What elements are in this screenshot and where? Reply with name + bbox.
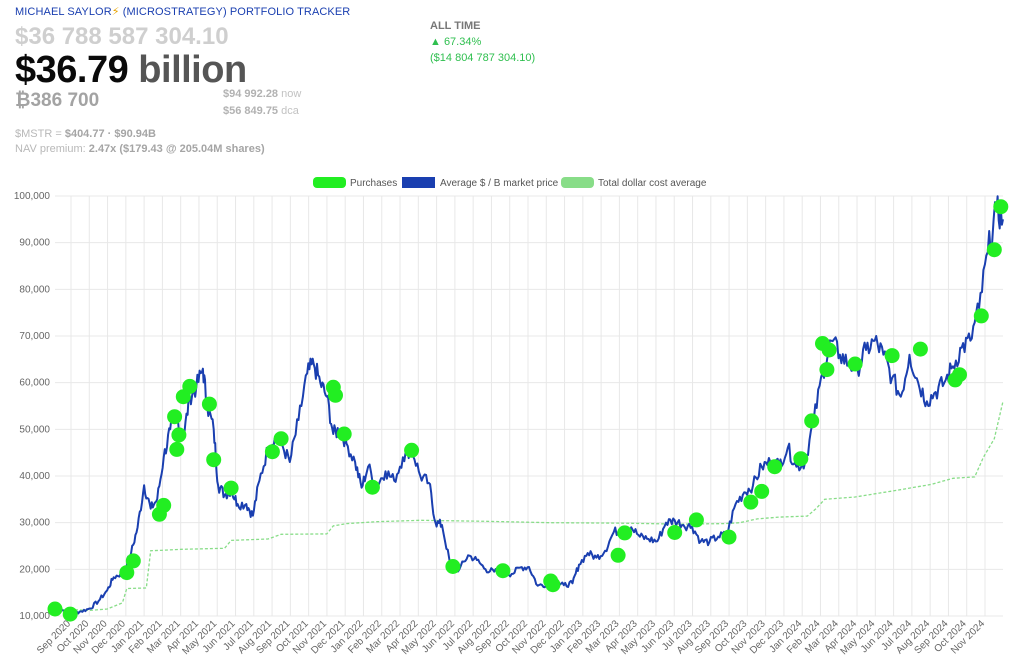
mstr-value: $404.77 · $90.94B [64, 128, 156, 140]
purchase-point[interactable] [125, 553, 141, 569]
page-title: MICHAEL SAYLOR⚡ (MICROSTRATEGY) PORTFOLI… [15, 5, 350, 18]
legend-label-purchases[interactable]: Purchases [350, 178, 397, 189]
purchase-point[interactable] [201, 396, 217, 412]
purchase-point[interactable] [767, 459, 783, 475]
purchase-point[interactable] [743, 494, 759, 510]
mstr-quote: $MSTR = $404.77 · $90.94B [15, 128, 156, 140]
y-tick-label: 100,000 [14, 191, 51, 202]
price-dca-label: dca [281, 105, 299, 117]
purchase-point[interactable] [495, 563, 511, 579]
all-time-usd: ($14 804 787 304.10) [430, 52, 536, 64]
purchase-point[interactable] [912, 341, 928, 357]
y-tick-label: 20,000 [19, 564, 50, 575]
purchase-point[interactable] [167, 409, 183, 425]
chart-grid [55, 195, 1003, 617]
nav-prefix: NAV premium: [15, 143, 89, 155]
purchase-point[interactable] [793, 451, 809, 467]
chart-series [54, 195, 1004, 615]
y-tick-label: 30,000 [19, 518, 50, 529]
nav-value: 2.47x ($179.43 @ 205.04M shares) [88, 143, 265, 155]
legend-label-dca[interactable]: Total dollar cost average [598, 178, 707, 189]
purchase-point[interactable] [754, 483, 770, 499]
portfolio-value-headline: $36.79 billion [15, 49, 247, 92]
y-tick-label: 60,000 [19, 378, 50, 389]
portfolio-value-amount: $36.79 [15, 49, 129, 91]
price-line [54, 195, 1004, 615]
dca-line [54, 401, 1004, 612]
y-tick-label: 90,000 [19, 238, 50, 249]
purchase-point[interactable] [47, 601, 63, 617]
purchase-point[interactable] [364, 479, 380, 495]
purchase-point[interactable] [986, 242, 1002, 258]
purchase-point[interactable] [545, 577, 561, 593]
price-now: $94 992.28 now [223, 88, 301, 100]
all-time-percent: ▲ 67.34% [430, 36, 482, 48]
price-now-label: now [281, 88, 302, 100]
legend-label-price[interactable]: Average $ / B market price [440, 178, 559, 189]
portfolio-value-unit: billion [138, 49, 247, 91]
purchase-point[interactable] [617, 525, 633, 541]
y-tick-label: 40,000 [19, 471, 50, 482]
purchase-point[interactable] [62, 606, 78, 622]
y-tick-label: 10,000 [19, 611, 50, 622]
purchase-point[interactable] [264, 444, 280, 460]
price-now-value: $94 992.28 [223, 88, 279, 100]
purchase-point[interactable] [223, 480, 239, 496]
purchase-point[interactable] [169, 441, 185, 457]
y-tick-label: 70,000 [19, 331, 50, 342]
purchase-point[interactable] [847, 356, 863, 372]
purchase-markers [47, 199, 1009, 622]
lightning-bolt-icon: ⚡ [111, 6, 120, 18]
btc-holdings: ₿386 700 [15, 90, 100, 111]
title-text: MICHAEL SAYLOR [15, 6, 112, 18]
purchase-point[interactable] [119, 565, 135, 581]
purchase-point[interactable] [336, 426, 352, 442]
purchase-point[interactable] [952, 367, 967, 383]
legend-swatch-price[interactable] [402, 177, 435, 188]
title-suffix: (MICROSTRATEGY) PORTFOLIO TRACKER [122, 6, 351, 18]
purchase-point[interactable] [610, 547, 626, 563]
purchase-point[interactable] [171, 427, 187, 443]
purchase-point[interactable] [667, 525, 683, 540]
purchase-point[interactable] [206, 452, 222, 468]
y-tick-label: 50,000 [19, 424, 50, 435]
purchase-point[interactable] [445, 559, 461, 574]
portfolio-value-exact: $36 788 587 304.10 [15, 23, 229, 50]
all-time-label: ALL TIME [430, 20, 481, 32]
purchase-point[interactable] [884, 348, 900, 364]
price-dca-value: $56 849.75 [223, 105, 279, 117]
purchase-point[interactable] [819, 362, 835, 378]
legend-swatch-purchases[interactable] [313, 177, 346, 188]
chart-legend: Purchases Average $ / B market price Tot… [313, 177, 707, 189]
purchase-point[interactable] [156, 497, 172, 513]
nav-premium: NAV premium: 2.47x ($179.43 @ 205.04M sh… [15, 143, 265, 155]
purchase-point[interactable] [273, 431, 289, 447]
price-dca: $56 849.75 dca [223, 105, 299, 117]
portfolio-chart: 10,000 20,000 30,000 40,000 50,000 60,000 70,0… [14, 177, 1009, 657]
purchase-point[interactable] [182, 378, 198, 394]
purchase-point[interactable] [688, 512, 704, 528]
purchase-point[interactable] [328, 387, 343, 403]
purchase-point[interactable] [721, 529, 737, 545]
purchase-point[interactable] [404, 442, 420, 458]
purchase-point[interactable] [821, 342, 837, 358]
purchase-point[interactable] [973, 308, 989, 324]
mstr-prefix: $MSTR = [15, 128, 65, 140]
purchase-point[interactable] [804, 413, 820, 429]
y-axis: 10,000 20,000 30,000 40,000 50,000 60,000 70,0… [14, 191, 51, 622]
purchase-point[interactable] [993, 199, 1009, 215]
y-tick-label: 80,000 [19, 284, 50, 295]
legend-swatch-dca[interactable] [561, 177, 594, 188]
